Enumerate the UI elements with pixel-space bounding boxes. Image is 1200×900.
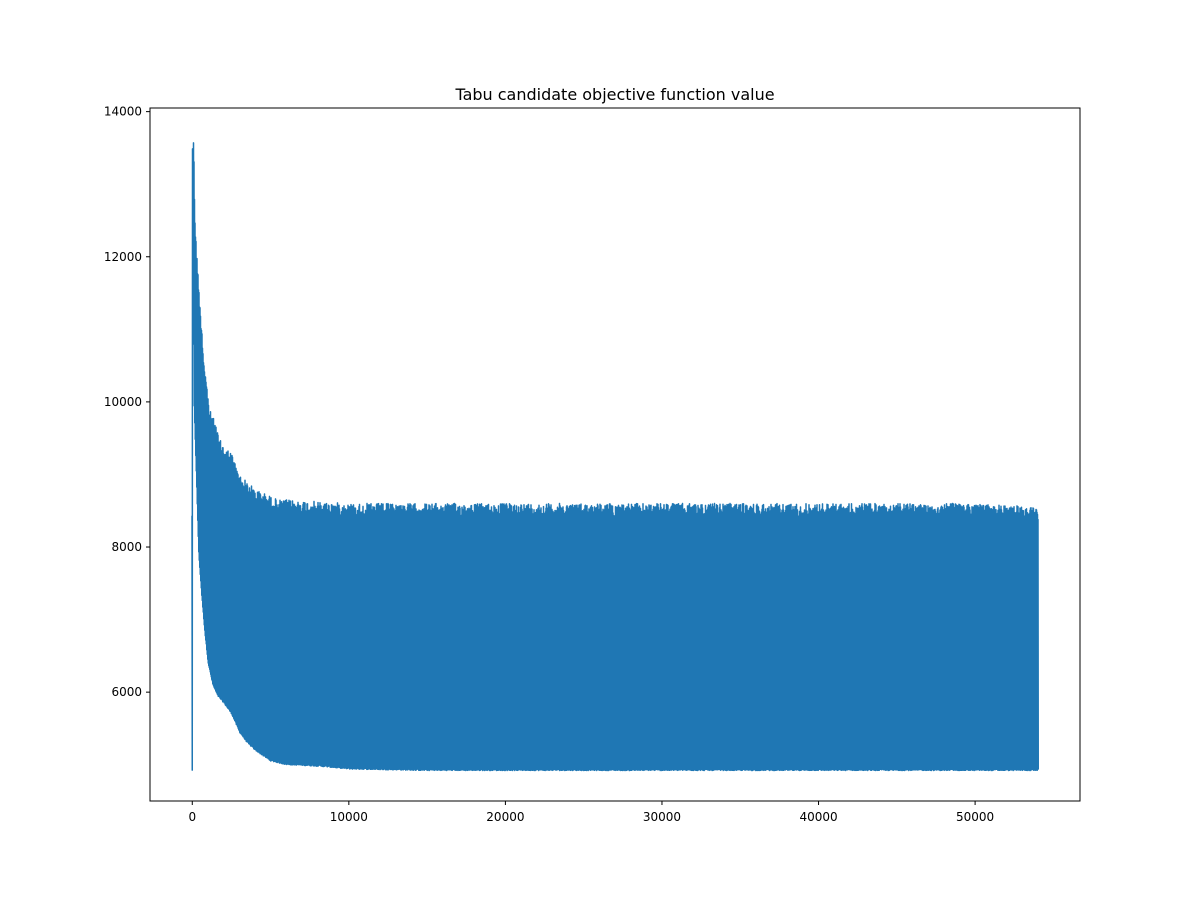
y-tick-label: 14000	[104, 105, 142, 119]
x-tick-label: 20000	[486, 810, 524, 824]
x-tick-label: 10000	[330, 810, 368, 824]
x-tick-label: 40000	[799, 810, 837, 824]
y-tick-label: 10000	[104, 395, 142, 409]
y-tick-label: 8000	[111, 540, 142, 554]
x-tick-label: 50000	[956, 810, 994, 824]
y-tick-label: 6000	[111, 685, 142, 699]
x-tick-label: 0	[188, 810, 196, 824]
chart-title: Tabu candidate objective function value	[454, 85, 774, 104]
y-tick-label: 12000	[104, 250, 142, 264]
x-tick-label: 30000	[643, 810, 681, 824]
